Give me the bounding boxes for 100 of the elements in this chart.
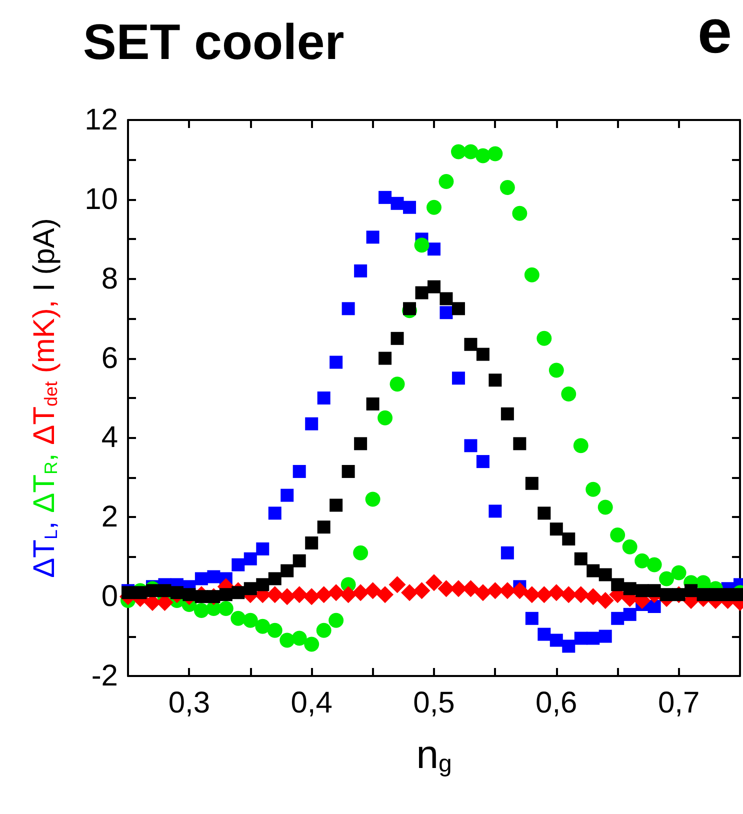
point	[634, 553, 650, 568]
point	[390, 376, 405, 392]
point	[550, 522, 563, 536]
point	[194, 602, 209, 618]
y-tick-label: 8	[101, 262, 118, 296]
point	[244, 582, 257, 596]
point	[388, 576, 406, 594]
point	[574, 632, 588, 645]
point	[267, 622, 282, 638]
point	[194, 590, 208, 604]
point	[280, 488, 294, 502]
point	[146, 584, 159, 598]
point	[696, 588, 710, 602]
point	[414, 238, 430, 253]
y-tick-label: 0	[101, 580, 118, 614]
point	[278, 588, 296, 606]
point	[232, 558, 245, 572]
point	[328, 584, 345, 602]
point	[513, 437, 526, 450]
point	[376, 586, 394, 604]
point	[562, 640, 576, 653]
point	[550, 634, 563, 647]
point	[230, 610, 246, 626]
point	[315, 586, 332, 604]
point	[525, 476, 538, 490]
point	[330, 498, 343, 512]
x-tick-label: 0,4	[290, 686, 332, 720]
point	[292, 464, 306, 478]
point	[586, 482, 601, 497]
point	[390, 196, 404, 210]
point	[353, 545, 368, 560]
point	[598, 500, 613, 515]
point	[622, 539, 638, 554]
point	[170, 586, 184, 600]
point	[500, 546, 514, 560]
point	[330, 356, 343, 369]
point	[426, 574, 442, 592]
point	[401, 584, 418, 602]
x-axis-title: ng	[416, 733, 452, 778]
point	[280, 632, 295, 648]
point	[354, 437, 368, 450]
point	[474, 584, 492, 602]
point	[219, 588, 232, 602]
x-tick-label: 0,6	[536, 686, 578, 720]
point	[524, 267, 540, 282]
point	[438, 174, 454, 190]
point	[584, 588, 602, 606]
point	[548, 584, 565, 602]
point	[304, 636, 320, 652]
point	[268, 572, 282, 586]
point	[561, 386, 576, 402]
point	[194, 572, 208, 586]
point	[255, 618, 270, 634]
point	[292, 554, 306, 568]
point	[476, 348, 490, 361]
point	[352, 584, 370, 602]
y-tick-label: 6	[101, 342, 118, 375]
point	[244, 552, 257, 566]
point	[403, 302, 416, 316]
point	[464, 439, 478, 452]
point	[292, 630, 307, 646]
point	[303, 588, 320, 606]
point	[366, 397, 380, 410]
point	[415, 286, 428, 300]
point	[403, 200, 416, 214]
point	[317, 520, 330, 534]
point	[464, 338, 478, 351]
point	[426, 200, 442, 215]
point	[586, 632, 600, 645]
point	[413, 582, 430, 600]
point	[476, 455, 490, 468]
chart-title: SET cooler	[83, 14, 344, 70]
x-tick-label: 0,7	[658, 686, 700, 720]
point	[342, 464, 355, 478]
point	[342, 302, 355, 316]
point	[611, 612, 624, 625]
point	[574, 552, 588, 566]
point	[378, 352, 392, 365]
point	[440, 292, 453, 306]
point	[538, 506, 551, 520]
point	[390, 332, 404, 345]
point	[428, 242, 440, 256]
point	[648, 600, 661, 613]
y-tick-label: 10	[84, 182, 118, 216]
point	[256, 542, 270, 556]
point	[636, 584, 649, 598]
point	[573, 438, 588, 454]
point	[610, 528, 626, 543]
point	[268, 506, 282, 520]
point	[354, 264, 368, 278]
point	[488, 374, 502, 387]
point	[290, 586, 308, 604]
text: e	[698, 0, 732, 66]
point	[500, 180, 515, 196]
point	[452, 372, 465, 385]
point	[364, 582, 382, 600]
x-tick-label: 0,3	[168, 686, 210, 720]
point	[648, 584, 661, 598]
point	[523, 586, 540, 604]
point	[134, 586, 147, 600]
